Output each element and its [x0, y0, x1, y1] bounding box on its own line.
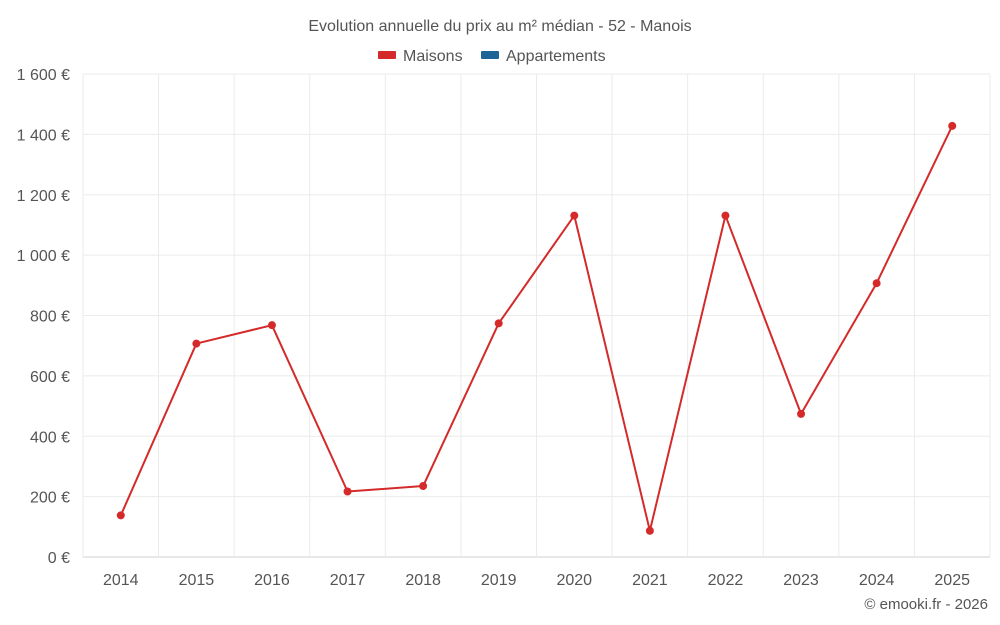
credit-text: © emooki.fr - 2026 — [864, 596, 988, 613]
y-tick-label: 1 000 € — [17, 248, 70, 265]
x-tick-label: 2025 — [934, 572, 970, 589]
legend-label-maisons: Maisons — [403, 48, 463, 65]
x-axis-ticks: 2014 2015 2016 2017 2018 2019 2020 2021 2022 2023… — [103, 572, 970, 589]
series-line-maisons — [119, 125, 954, 532]
y-tick-label: 0 € — [48, 550, 70, 567]
data-point[interactable] — [494, 319, 503, 328]
data-point[interactable] — [192, 339, 201, 348]
x-tick-label: 2021 — [632, 572, 668, 589]
legend-item-appartements[interactable]: Appartements — [481, 48, 606, 65]
data-point[interactable] — [419, 482, 428, 491]
x-tick-label: 2014 — [103, 572, 139, 589]
data-point[interactable] — [267, 321, 276, 330]
y-tick-label: 800 € — [30, 309, 70, 326]
x-tick-label: 2019 — [481, 572, 517, 589]
legend-swatch-appartements — [481, 51, 499, 59]
x-tick-label: 2016 — [254, 572, 290, 589]
data-point[interactable] — [645, 526, 654, 535]
x-tick-label: 2024 — [859, 572, 895, 589]
x-tick-label: 2015 — [179, 572, 215, 589]
x-tick-label: 2022 — [708, 572, 744, 589]
series — [116, 121, 957, 535]
data-point[interactable] — [872, 279, 881, 288]
legend: Maisons Appartements — [378, 48, 606, 65]
legend-item-maisons[interactable]: Maisons — [378, 48, 463, 65]
y-tick-label: 1 400 € — [17, 127, 70, 144]
y-tick-label: 600 € — [30, 369, 70, 386]
y-tick-label: 1 600 € — [17, 67, 70, 84]
data-point[interactable] — [116, 511, 125, 520]
x-tick-label: 2023 — [783, 572, 819, 589]
y-tick-label: 200 € — [30, 490, 70, 507]
data-point[interactable] — [721, 211, 730, 220]
x-tick-label: 2018 — [405, 572, 441, 589]
data-point[interactable] — [948, 121, 957, 130]
y-axis-ticks: 0 € 200 € 400 € 600 € 800 € 1 000 € 1 200 € 1 4… — [17, 67, 70, 567]
y-tick-label: 400 € — [30, 429, 70, 446]
data-point[interactable] — [570, 211, 579, 220]
data-point[interactable] — [797, 409, 806, 418]
x-tick-label: 2017 — [330, 572, 366, 589]
legend-label-appartements: Appartements — [506, 48, 606, 65]
y-tick-label: 1 200 € — [17, 188, 70, 205]
x-tick-label: 2020 — [556, 572, 592, 589]
chart-title: Evolution annuelle du prix au m² médian … — [308, 18, 691, 35]
grid — [82, 73, 991, 558]
data-point[interactable] — [343, 487, 352, 496]
legend-swatch-maisons — [378, 51, 396, 59]
